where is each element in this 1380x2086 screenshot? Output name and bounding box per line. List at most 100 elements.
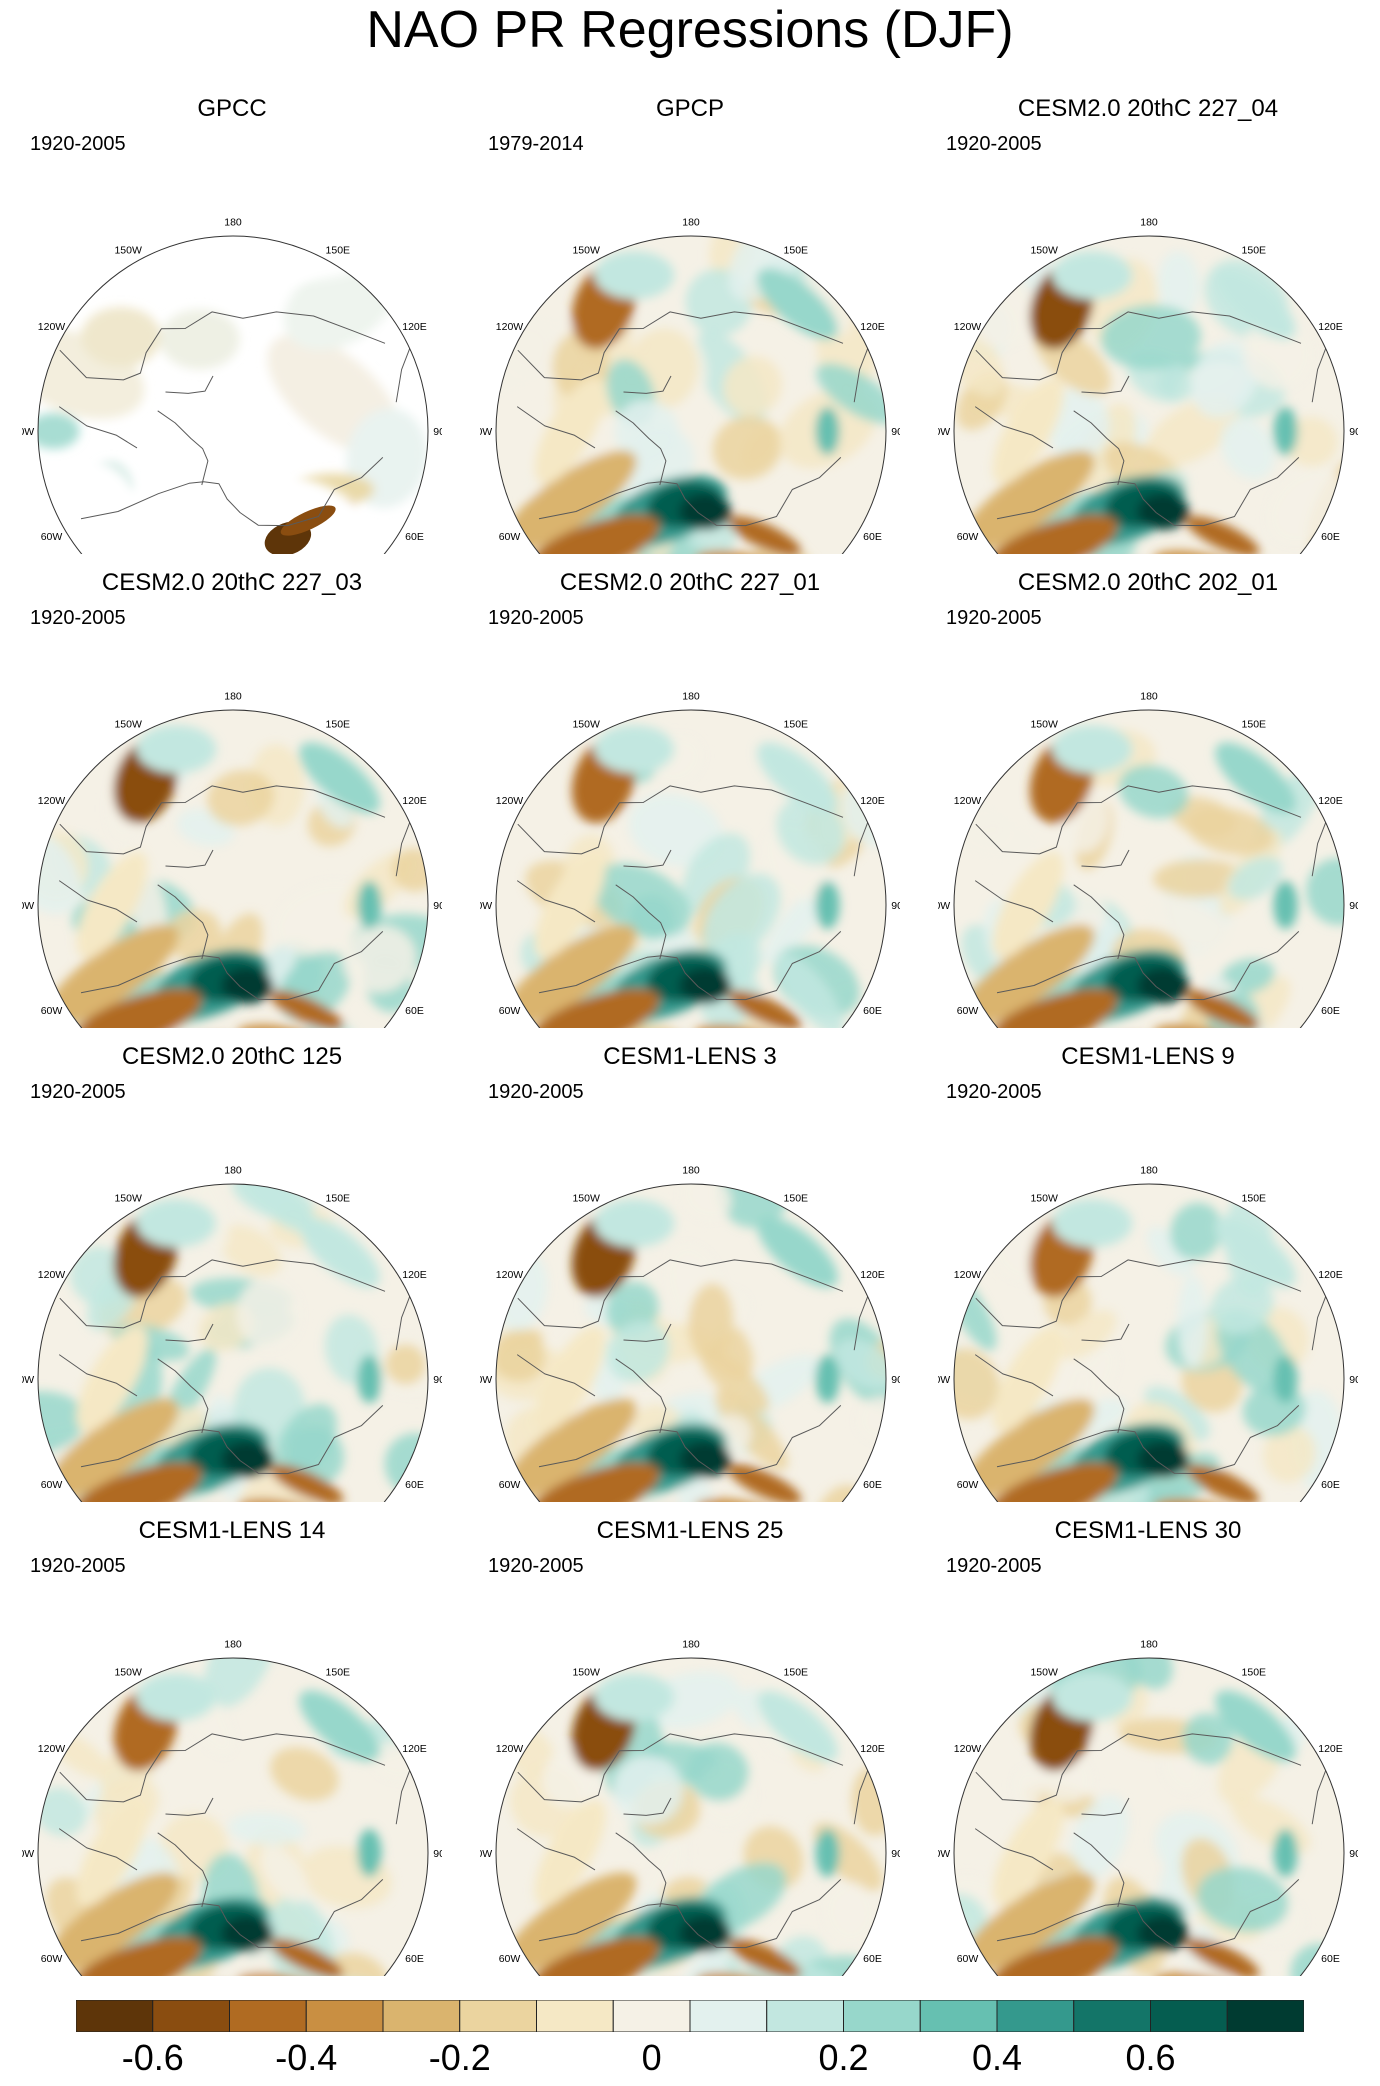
longitude-label: 180	[682, 690, 700, 702]
longitude-label: 120W	[38, 1743, 66, 1755]
longitude-label: 150E	[1242, 719, 1267, 731]
figure-title: NAO PR Regressions (DJF)	[366, 1, 1014, 59]
longitude-label: 60E	[1321, 1479, 1340, 1491]
longitude-label: 90W	[480, 1848, 492, 1860]
longitude-label: 90E	[1349, 900, 1358, 912]
panel-title: CESM1-LENS 3	[603, 1043, 777, 1070]
longitude-label: 120E	[1318, 1743, 1343, 1755]
longitude-label: 180	[224, 216, 242, 228]
longitude-label: 60E	[405, 1953, 424, 1965]
longitude-label: 120W	[38, 321, 66, 333]
longitude-label: 90E	[891, 1848, 900, 1860]
longitude-label: 180	[1140, 1638, 1158, 1650]
panel-title: CESM2.0 20thC 227_04	[1017, 95, 1279, 122]
longitude-label: 150E	[326, 245, 351, 257]
map-panel: CESM2.0 20thC 227_01 1920-2005 180 150E 120E…	[480, 568, 900, 1028]
longitude-label: 120E	[860, 795, 885, 807]
longitude-label: 150W	[114, 245, 142, 257]
panel-title: CESM2.0 20thC 125	[121, 1043, 343, 1070]
longitude-label: 90E	[1349, 1374, 1358, 1386]
longitude-label: 150W	[1030, 1667, 1058, 1679]
colorbar-swatch	[1073, 1999, 1151, 2033]
longitude-label: 120E	[402, 1743, 427, 1755]
colorbar-swatch	[382, 1999, 461, 2033]
longitude-label: 90W	[22, 1848, 34, 1860]
panel-period: 1920-2005	[488, 1081, 584, 1103]
longitude-label: 150W	[1030, 245, 1058, 257]
longitude-label: 90W	[480, 1374, 492, 1386]
longitude-label: 60E	[863, 531, 882, 543]
longitude-label: 120W	[954, 795, 982, 807]
map-panel: CESM1-LENS 3 1920-2005 180150E120E90E60E30…	[480, 1042, 900, 1502]
colorbar-swatch	[919, 1999, 998, 2033]
longitude-label: 150E	[784, 1667, 809, 1679]
colorbar-swatch	[459, 1999, 537, 2033]
longitude-label: 60W	[957, 1005, 979, 1017]
longitude-label: 150W	[114, 719, 142, 731]
longitude-label: 120E	[1318, 321, 1343, 333]
map-panel: CESM2.0 20thC 227_03 1920-2005 180 150E 120E…	[22, 568, 442, 1028]
colorbar-tick-label: 0	[641, 2037, 662, 2078]
longitude-label: 150E	[326, 1667, 351, 1679]
polar-map: 180150E120E90E60E30E030W60W90W120W150W	[480, 1638, 900, 1976]
panel-period: 1920-2005	[488, 607, 584, 629]
colorbar-svg	[75, 1999, 1305, 2033]
longitude-label: 90W	[938, 426, 950, 438]
longitude-label: 60E	[405, 531, 424, 543]
panel-title: CESM2.0 20thC 227_03	[101, 569, 363, 596]
longitude-label: 90W	[938, 1374, 950, 1386]
longitude-label: 60W	[41, 531, 63, 543]
longitude-label: 150W	[572, 1667, 600, 1679]
colorbar-tick-label: -0.4	[275, 2037, 338, 2078]
longitude-label: 60E	[863, 1953, 882, 1965]
colorbar-swatch	[766, 1999, 844, 2033]
colorbar-tick-label: -0.2	[428, 2037, 491, 2078]
polar-map: 180150E120E90E60E30E030W60W90W120W150W	[938, 1164, 1358, 1502]
longitude-label: 120W	[38, 795, 66, 807]
longitude-label: 180	[682, 1164, 700, 1176]
longitude-label: 90E	[1349, 426, 1358, 438]
longitude-label: 120E	[860, 1743, 885, 1755]
map-panel: CESM2.0 20thC 227_04 1920-2005 180 150E 120E…	[938, 94, 1358, 554]
panel-period: 1920-2005	[946, 1081, 1042, 1103]
polar-map: 180150E120E90E60E30E030W60W90W120W150W	[938, 690, 1358, 1028]
longitude-label: 90E	[891, 426, 900, 438]
longitude-label: 60E	[1321, 1005, 1340, 1017]
longitude-label: 90E	[433, 1374, 442, 1386]
polar-map: 180150E120E90E60E30E030W60W90W120W150W	[480, 216, 900, 554]
colorbar-swatch	[1150, 1999, 1228, 2033]
panel-title: GPCC	[197, 95, 267, 122]
longitude-label: 150E	[326, 1193, 351, 1205]
longitude-label: 180	[682, 1638, 700, 1650]
longitude-label: 60W	[41, 1479, 63, 1491]
longitude-label: 150W	[572, 245, 600, 257]
panel-title: CESM2.0 20thC 202_01	[1017, 569, 1279, 596]
map-panel: CESM1-LENS 251920-2005180150E120E90E60E3…	[480, 1516, 900, 1976]
longitude-label: 90W	[22, 900, 34, 912]
longitude-label: 120E	[402, 321, 427, 333]
polar-map: 180150E120E90E60E30E030W60W90W120W150W	[938, 216, 1358, 554]
colorbar-swatch	[689, 1999, 768, 2033]
longitude-label: 180	[1140, 690, 1158, 702]
longitude-label: 60W	[499, 1953, 521, 1965]
longitude-label: 150E	[1242, 1193, 1267, 1205]
polar-map: 180150E120E90E60E30E030W60W90W120W150W	[22, 1638, 442, 1976]
map-panel: CESM1-LENS 301920-2005180150E120E90E60E3…	[938, 1516, 1358, 1976]
longitude-label: 180	[224, 1164, 242, 1176]
longitude-label: 120E	[860, 1269, 885, 1281]
longitude-label: 120W	[496, 321, 524, 333]
polar-map: 180150E120E90E60E30E030W60W90W120W150W	[480, 690, 900, 1028]
colorbar-tick-label: 0.4	[971, 2037, 1023, 2078]
longitude-label: 150E	[1242, 245, 1267, 257]
longitude-label: 120W	[954, 1743, 982, 1755]
polar-map: 180150E120E90E60E30E030W60W90W120W150W	[480, 1164, 900, 1502]
panel-title: CESM1-LENS 9	[1061, 1043, 1235, 1070]
colorbar-swatch	[152, 1999, 230, 2033]
polar-map: 180150E120E90E60E30E030W60W90W120W150W	[22, 1164, 442, 1502]
longitude-label: 150E	[326, 719, 351, 731]
panel-period: 1920-2005	[30, 1555, 126, 1577]
longitude-label: 60W	[957, 1479, 979, 1491]
map-panel: GPCP1979-2014180150E120E90E60E30E030W60W…	[480, 94, 900, 554]
longitude-label: 150W	[1030, 719, 1058, 731]
longitude-label: 150W	[1030, 1193, 1058, 1205]
